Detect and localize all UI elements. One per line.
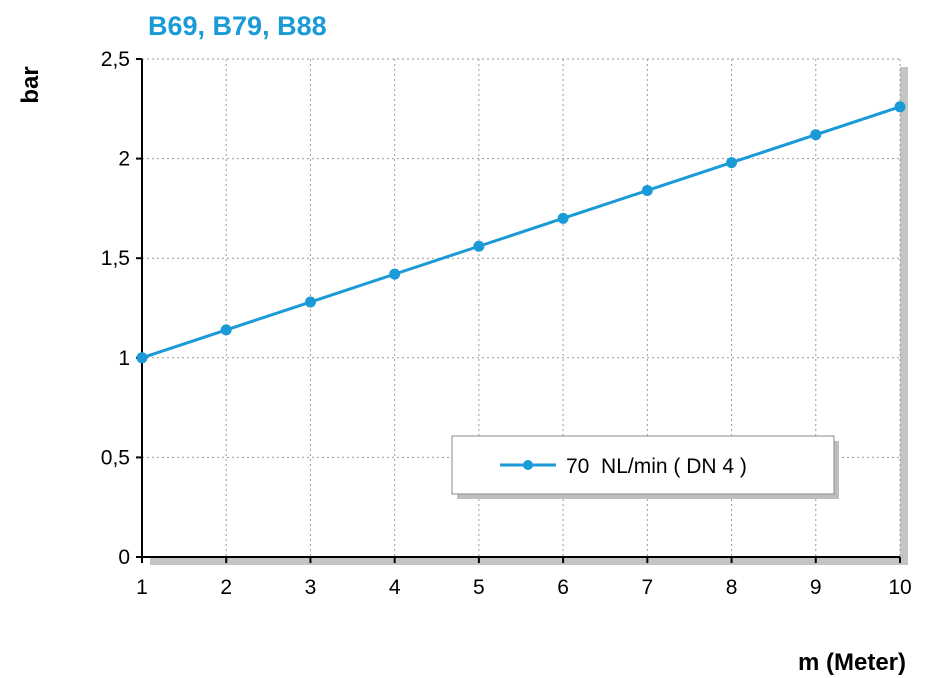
- legend-marker-sample: [523, 460, 533, 470]
- x-tick-label: 9: [810, 576, 822, 599]
- chart-title: B69, B79, B88: [148, 11, 327, 41]
- y-tick-label: 0: [118, 546, 130, 569]
- series-line-0: [141, 105, 901, 360]
- x-tick-label: 5: [473, 576, 485, 599]
- data-point: [136, 352, 148, 364]
- x-tick-label: 6: [557, 576, 569, 599]
- plot-shadow-bottom: [150, 557, 908, 565]
- y-tick-label: 1,5: [101, 247, 130, 270]
- x-axis-label: m (Meter): [798, 649, 906, 676]
- data-point: [726, 157, 738, 169]
- y-tick-label: 2: [118, 148, 130, 171]
- data-point: [304, 296, 316, 308]
- x-ticks: 1 2 3 4 5 6 7 8 9 10: [136, 557, 912, 599]
- x-tick-label: 1: [136, 576, 148, 599]
- y-tick-label: 0,5: [101, 446, 130, 469]
- y-tick-label: 2,5: [101, 48, 130, 71]
- data-point: [473, 240, 485, 252]
- y-ticks: 0 0,5 1 1,5 2 2,5: [101, 48, 142, 569]
- legend-label: 70 NL/min ( DN 4 ): [566, 455, 747, 478]
- plot-shadow-right: [900, 67, 908, 565]
- data-point: [389, 268, 401, 280]
- x-tick-label: 2: [220, 576, 232, 599]
- data-point: [810, 129, 822, 141]
- data-point: [557, 212, 569, 224]
- x-tick-label: 4: [389, 576, 401, 599]
- y-tick-label: 1: [118, 347, 130, 370]
- data-point: [894, 101, 906, 113]
- legend: 70 NL/min ( DN 4 ): [451, 435, 839, 499]
- axes: [136, 59, 900, 563]
- y-axis-label: bar: [17, 66, 44, 103]
- series-layer: [136, 101, 906, 364]
- data-point: [220, 324, 232, 336]
- x-tick-label: 3: [305, 576, 317, 599]
- x-tick-label: 7: [641, 576, 653, 599]
- data-point: [641, 184, 653, 196]
- x-tick-label: 10: [888, 576, 911, 599]
- x-tick-label: 8: [726, 576, 738, 599]
- plot-shadow: [150, 67, 908, 565]
